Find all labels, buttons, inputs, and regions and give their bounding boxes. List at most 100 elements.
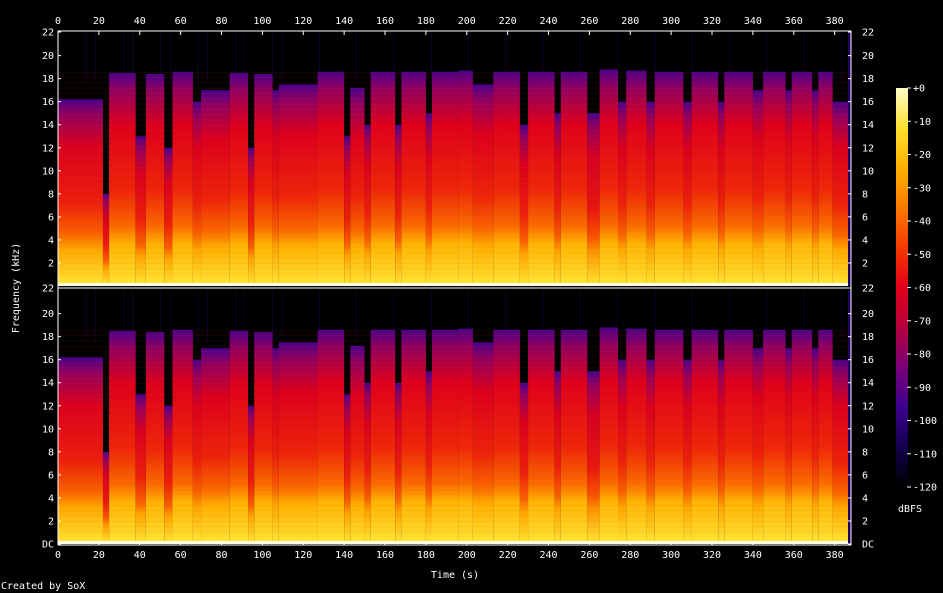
- y-tick-label-left: 10: [42, 424, 54, 435]
- transient-line: [766, 290, 768, 341]
- spectrogram-segment: [472, 342, 494, 544]
- x-tick-label-bottom: 380: [826, 550, 844, 561]
- x-tick-label-bottom: 240: [539, 550, 557, 561]
- spectrogram-segment: [528, 329, 555, 544]
- harmonic-streak: [58, 526, 851, 527]
- transient-line: [234, 290, 236, 341]
- harmonic-streak: [58, 103, 851, 105]
- spectrogram-segment: [317, 71, 345, 287]
- spectrogram-segment: [812, 348, 819, 544]
- spectrogram-segment: [560, 71, 588, 287]
- harmonic-streak: [58, 119, 851, 121]
- harmonic-streak: [58, 162, 851, 163]
- transient-line: [766, 32, 768, 83]
- y-tick-label-right: 22: [862, 284, 874, 295]
- spectrogram-segment: [618, 359, 627, 544]
- spectrogram-segment: [618, 101, 627, 286]
- harmonic-streak: [58, 351, 851, 352]
- dc-band: [58, 541, 851, 544]
- harmonic-streak: [58, 114, 851, 116]
- x-tick-label-bottom: 300: [662, 550, 680, 561]
- harmonic-streak: [58, 531, 851, 533]
- transient-line: [431, 32, 432, 83]
- y-tick-label-left: 8: [48, 447, 54, 458]
- transient-line: [729, 290, 731, 341]
- transient-line: [244, 32, 246, 83]
- harmonic-streak: [58, 140, 851, 142]
- colorbar-strip: [896, 88, 908, 487]
- x-tick-label-top: 0: [55, 16, 61, 27]
- transient-line: [654, 32, 656, 83]
- x-tick-label-bottom: 0: [55, 550, 61, 561]
- y-tick-label-right: 6: [862, 470, 868, 481]
- transient-line: [160, 32, 161, 83]
- spectrogram-segment: [201, 348, 230, 544]
- harmonic-streak: [58, 262, 851, 264]
- y-tick-label-left: 10: [42, 166, 54, 177]
- transient-line: [281, 32, 283, 83]
- colorbar-tick-label: -30: [913, 183, 931, 194]
- spectrogram-segment: [832, 101, 851, 286]
- harmonic-streak: [58, 332, 851, 334]
- harmonic-streak: [58, 188, 851, 190]
- transient-line: [122, 32, 124, 83]
- y-tick-label-left: 18: [42, 332, 54, 343]
- transient-line: [505, 290, 507, 341]
- y-tick-label-right: 18: [862, 332, 874, 343]
- harmonic-streak: [58, 183, 851, 184]
- spectrogram-segment: [646, 359, 655, 544]
- transient-line: [617, 290, 619, 341]
- harmonic-streak: [58, 393, 851, 395]
- transient-line: [468, 290, 470, 341]
- spectrogram-segment: [432, 71, 459, 287]
- harmonic-streak: [58, 483, 851, 485]
- colorbar-tick-label: -90: [913, 383, 931, 394]
- colorbar-tick-label: -100: [913, 416, 937, 427]
- y-tick-label-left: 6: [48, 470, 54, 481]
- harmonic-streak: [58, 98, 851, 100]
- transient-line: [617, 32, 619, 83]
- harmonic-streak: [58, 257, 851, 259]
- y-tick-label-right: 4: [862, 235, 868, 246]
- transient-line: [356, 32, 358, 83]
- harmonic-streak: [58, 87, 851, 89]
- harmonic-streak: [58, 178, 851, 179]
- spectrogram-segment: [763, 329, 786, 544]
- harmonic-streak: [58, 273, 851, 275]
- spectrogram-segment: [683, 359, 692, 544]
- harmonic-streak: [58, 125, 851, 126]
- harmonic-streak: [58, 252, 851, 253]
- spectrogram-segment: [554, 371, 561, 544]
- spectrogram-segment: [317, 329, 345, 544]
- spectrogram-segment: [401, 329, 426, 544]
- transient-line: [841, 32, 843, 83]
- harmonic-streak: [58, 414, 851, 416]
- spectrogram-segment: [587, 371, 600, 544]
- spectrogram-segment: [395, 124, 402, 286]
- transient-line: [654, 290, 656, 341]
- spectrogram-segment: [493, 329, 520, 544]
- y-tick-label-right: 12: [862, 401, 874, 412]
- spectrogram-segment: [599, 327, 619, 544]
- x-tick-label-top: 300: [662, 16, 680, 27]
- y-tick-label-left: 12: [42, 401, 54, 412]
- transient-line: [692, 32, 693, 83]
- y-tick-label-left: 4: [48, 493, 54, 504]
- x-tick-label-top: 360: [785, 16, 803, 27]
- y-tick-label-right: 16: [862, 355, 874, 366]
- transient-line: [281, 290, 283, 341]
- harmonic-streak: [58, 231, 851, 232]
- spectrogram-segment: [145, 74, 165, 286]
- spectrogram-segment: [278, 342, 318, 544]
- colorbar-tick-label: -10: [913, 117, 931, 128]
- harmonic-streak: [58, 451, 851, 453]
- harmonic-streak: [58, 93, 851, 94]
- x-tick-label-top: 60: [175, 16, 187, 27]
- spectrogram-segment: [278, 84, 318, 287]
- harmonic-streak: [58, 494, 851, 495]
- harmonic-streak: [58, 335, 851, 336]
- y-axis-label: Frequency (kHz): [11, 243, 22, 333]
- y-tick-label-left: 14: [42, 120, 54, 131]
- harmonic-streak: [58, 457, 851, 458]
- x-tick-label-bottom: 140: [335, 550, 353, 561]
